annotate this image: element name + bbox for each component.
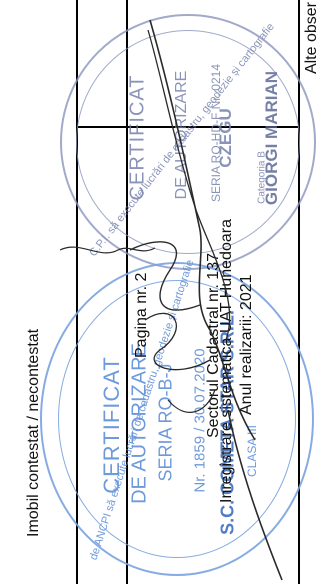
grid-line xyxy=(298,0,300,584)
authorization-stamp-bottom: de ANCPI să execute lucrări de cadastru,… xyxy=(40,258,314,576)
grid-line xyxy=(76,0,78,584)
